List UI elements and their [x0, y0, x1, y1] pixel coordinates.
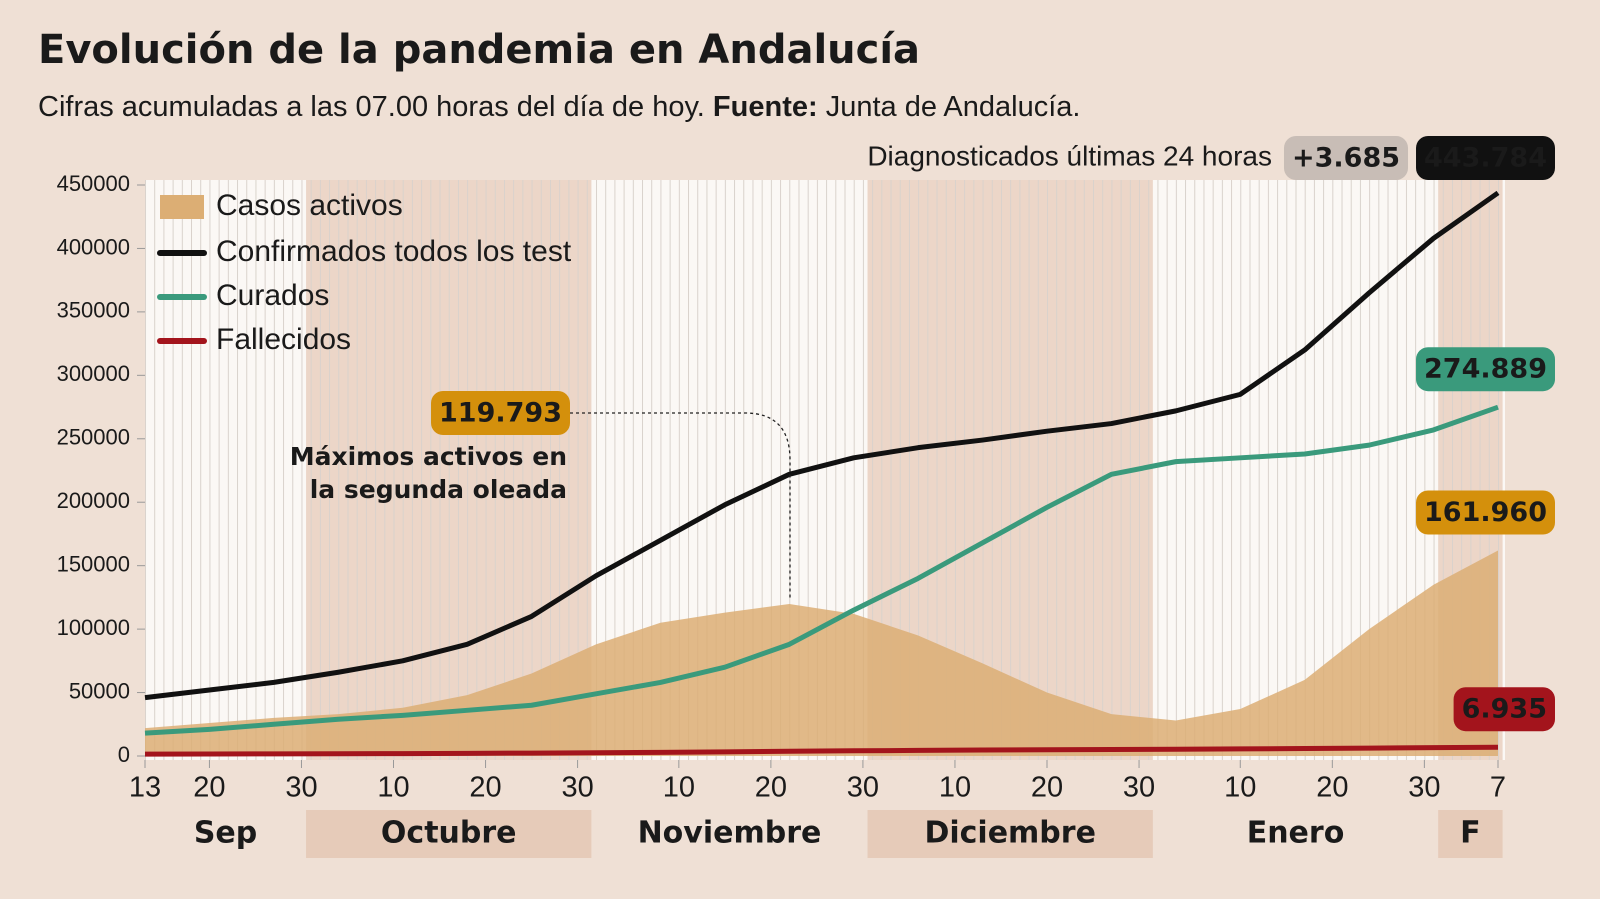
month-label: Enero	[1247, 816, 1345, 851]
legend-label: Casos activos	[216, 189, 403, 222]
area	[145, 550, 1498, 756]
annotation-value: 119.793	[439, 398, 562, 429]
y-tick-label: 0	[118, 742, 130, 767]
annotation-text: la segunda oleada	[310, 475, 567, 504]
line	[144, 404, 1499, 736]
y-tick-label: 450000	[57, 171, 130, 196]
annotation-text: Máximos activos en	[290, 442, 567, 471]
legend-swatch	[160, 195, 204, 219]
end-label-box	[1453, 687, 1555, 732]
month-label: Diciembre	[924, 816, 1095, 851]
annotation-value-box	[431, 391, 570, 435]
legend-label: Fallecidos	[216, 323, 351, 356]
end-label: 274.889	[1424, 354, 1547, 385]
y-tick-label: 100000	[57, 615, 130, 640]
x-tick-label: 7	[1490, 772, 1506, 804]
x-tick-label: 20	[193, 772, 225, 804]
x-tick-label: 30	[1123, 772, 1155, 804]
month-label: Sep	[194, 816, 257, 851]
y-tick-label: 350000	[57, 298, 130, 323]
x-tick-label: 20	[1316, 772, 1348, 804]
x-tick-label: 13	[129, 772, 161, 804]
month-label: F	[1460, 816, 1481, 851]
end-label-box	[1416, 490, 1555, 535]
x-tick-label: 30	[1408, 772, 1440, 804]
subtitle: Cifras acumuladas a las 07.00 horas del …	[38, 91, 1080, 123]
end-label-box	[1416, 136, 1555, 180]
annotation-line	[570, 412, 791, 600]
y-tick-label: 250000	[57, 425, 130, 450]
line	[144, 190, 1500, 701]
subtitle-source: Junta de Andalucía.	[826, 91, 1081, 123]
month-label: Octubre	[381, 816, 517, 851]
x-tick-label: 10	[1224, 772, 1256, 804]
end-label: 161.960	[1424, 497, 1547, 528]
month-label-box	[1438, 810, 1503, 858]
x-tick-label: 20	[755, 772, 787, 804]
x-tick-label: 10	[377, 772, 409, 804]
chart-title: Evolución de la pandemia en Andalucía	[38, 27, 920, 73]
x-tick-label: 30	[285, 772, 317, 804]
end-label-box	[1416, 347, 1555, 392]
legend-label: Confirmados todos los test	[216, 235, 572, 268]
y-tick-label: 50000	[69, 678, 130, 703]
y-tick-label: 200000	[57, 488, 130, 513]
daily-label: +3.685	[1292, 143, 1400, 174]
y-tick-label: 150000	[57, 551, 130, 576]
end-label: 6.935	[1462, 694, 1547, 725]
y-tick-label: 300000	[57, 361, 130, 386]
month-label: Noviembre	[638, 816, 822, 851]
x-tick-label: 30	[847, 772, 879, 804]
end-label: 443.784	[1424, 143, 1547, 174]
line	[144, 744, 1499, 757]
x-tick-label: 20	[1031, 772, 1063, 804]
daily-label-box	[1283, 136, 1409, 180]
x-tick-label: 20	[469, 772, 501, 804]
legend-label: Curados	[216, 279, 329, 312]
subtitle-source-label: Fuente:	[713, 91, 818, 123]
x-tick-label: 10	[939, 772, 971, 804]
subtitle-text: Cifras acumuladas a las 07.00 horas del …	[38, 91, 705, 123]
month-label-box	[306, 810, 592, 858]
daily-text: Diagnosticados últimas 24 horas	[867, 140, 1272, 171]
month-label-box	[867, 810, 1153, 858]
y-tick-label: 400000	[57, 234, 130, 259]
x-tick-label: 30	[561, 772, 593, 804]
x-tick-label: 10	[663, 772, 695, 804]
